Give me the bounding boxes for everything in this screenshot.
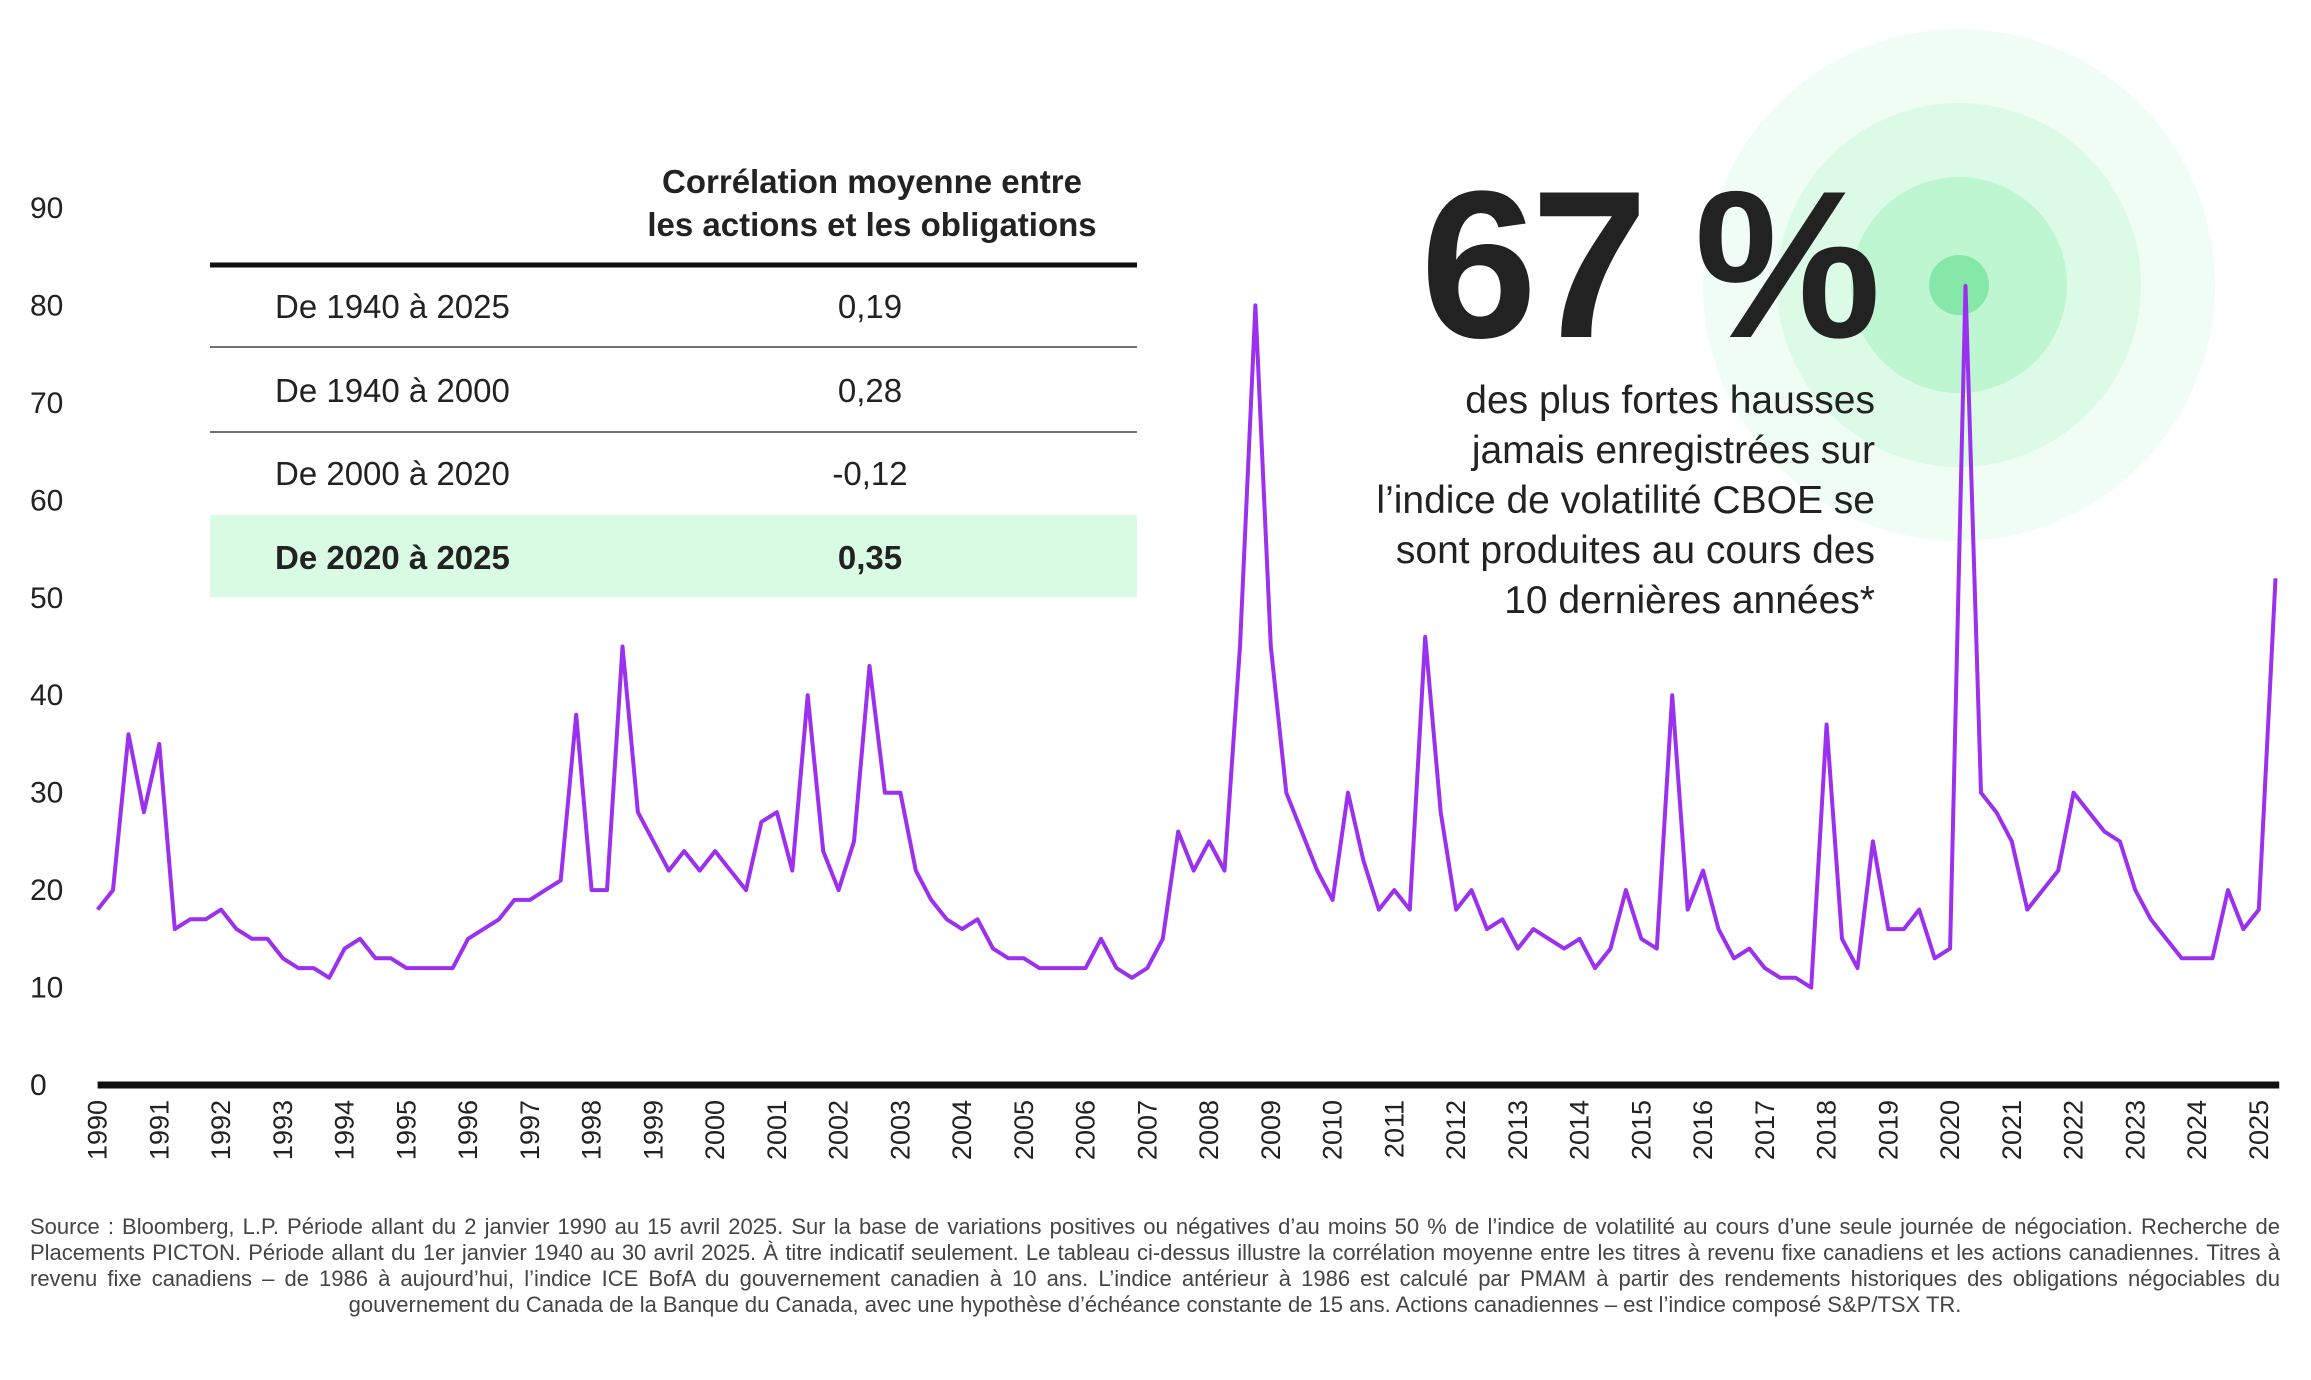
x-tick-label: 2017: [1750, 1100, 1780, 1160]
row-label: De 2000 à 2020: [275, 455, 510, 492]
x-tick-label: 2008: [1194, 1100, 1224, 1160]
row-value: 0,28: [838, 372, 902, 409]
ring: [1929, 255, 1989, 315]
annotation-line: jamais enregistrées sur: [1471, 429, 1875, 472]
annotation-line: l’indice de volatilité CBOE se: [1376, 479, 1875, 522]
x-tick-label: 2002: [824, 1100, 854, 1160]
annotation-line: 10 dernières années*: [1504, 579, 1875, 622]
x-tick-label: 1991: [144, 1100, 174, 1160]
x-tick-label: 1995: [391, 1100, 421, 1160]
x-tick-label: 1996: [453, 1100, 483, 1160]
y-tick-label: 10: [30, 972, 63, 1005]
y-tick-label: 20: [30, 874, 63, 907]
x-tick-label: 2004: [947, 1100, 977, 1160]
x-tick-label: 2023: [2120, 1100, 2150, 1160]
y-tick-label: 0: [30, 1069, 47, 1102]
x-tick-label: 2021: [1997, 1100, 2027, 1160]
x-tick-label: 2024: [2182, 1100, 2212, 1160]
y-tick-label: 60: [30, 484, 63, 517]
x-tick-label: 2014: [1565, 1100, 1595, 1160]
x-tick-label: 2015: [1626, 1100, 1656, 1160]
x-tick-label: 2003: [885, 1100, 915, 1160]
table-header: Corrélation moyenne entre: [662, 163, 1082, 200]
row-label: De 1940 à 2000: [275, 372, 510, 409]
x-tick-label: 1993: [268, 1100, 298, 1160]
x-tick-label: 1997: [515, 1100, 545, 1160]
row-value: -0,12: [832, 455, 907, 492]
x-tick-label: 2013: [1503, 1100, 1533, 1160]
row-value: 0,35: [838, 539, 902, 576]
y-tick-label: 30: [30, 777, 63, 810]
chart: 0 10 20 30 40 50 60 70 80 90 1990 1991 1992 1993 1994 1…: [30, 29, 2280, 1160]
x-tick-label: 2005: [1009, 1100, 1039, 1160]
y-tick-label: 90: [30, 192, 63, 225]
x-tick-label: 2019: [1873, 1100, 1903, 1160]
x-tick-label: 2000: [700, 1100, 730, 1160]
table-header: les actions et les obligations: [647, 206, 1096, 243]
x-tick-label: 2010: [1318, 1100, 1348, 1160]
y-tick-label: 40: [30, 679, 63, 712]
highlight-row: [210, 515, 1137, 597]
x-tick-label: 2022: [2059, 1100, 2089, 1160]
headline: 67 %: [1420, 147, 1876, 382]
annotation-line: des plus fortes hausses: [1465, 379, 1875, 422]
y-tick-label: 70: [30, 387, 63, 420]
x-tick-label: 2001: [762, 1100, 792, 1160]
row-label: De 2020 à 2025: [275, 539, 510, 576]
x-tick-label: 1994: [330, 1100, 360, 1160]
x-tick-label: 1992: [206, 1100, 236, 1160]
x-tick-label: 2007: [1132, 1100, 1162, 1160]
x-tick-label: 2016: [1688, 1100, 1718, 1160]
x-tick-label: 2011: [1379, 1100, 1409, 1158]
x-tick-label: 2020: [1935, 1100, 1965, 1160]
source-note: Source : Bloomberg, L.P. Période allant …: [30, 1214, 2280, 1317]
x-tick-label: 2018: [1812, 1100, 1842, 1160]
annotation-line: sont produites au cours des: [1396, 529, 1875, 572]
row-label: De 1940 à 2025: [275, 288, 510, 325]
row-value: 0,19: [838, 288, 902, 325]
x-tick-label: 2025: [2244, 1100, 2274, 1160]
x-tick-label: 2009: [1256, 1100, 1286, 1160]
x-tick-label: 2012: [1441, 1100, 1471, 1160]
y-tick-label: 50: [30, 582, 63, 615]
y-tick-label: 80: [30, 289, 63, 322]
x-tick-label: 2006: [1071, 1100, 1101, 1160]
x-tick-label: 1998: [577, 1100, 607, 1160]
x-tick-label: 1999: [638, 1100, 668, 1160]
x-tick-label: 1990: [83, 1100, 113, 1160]
vix-line: [96, 284, 2278, 990]
